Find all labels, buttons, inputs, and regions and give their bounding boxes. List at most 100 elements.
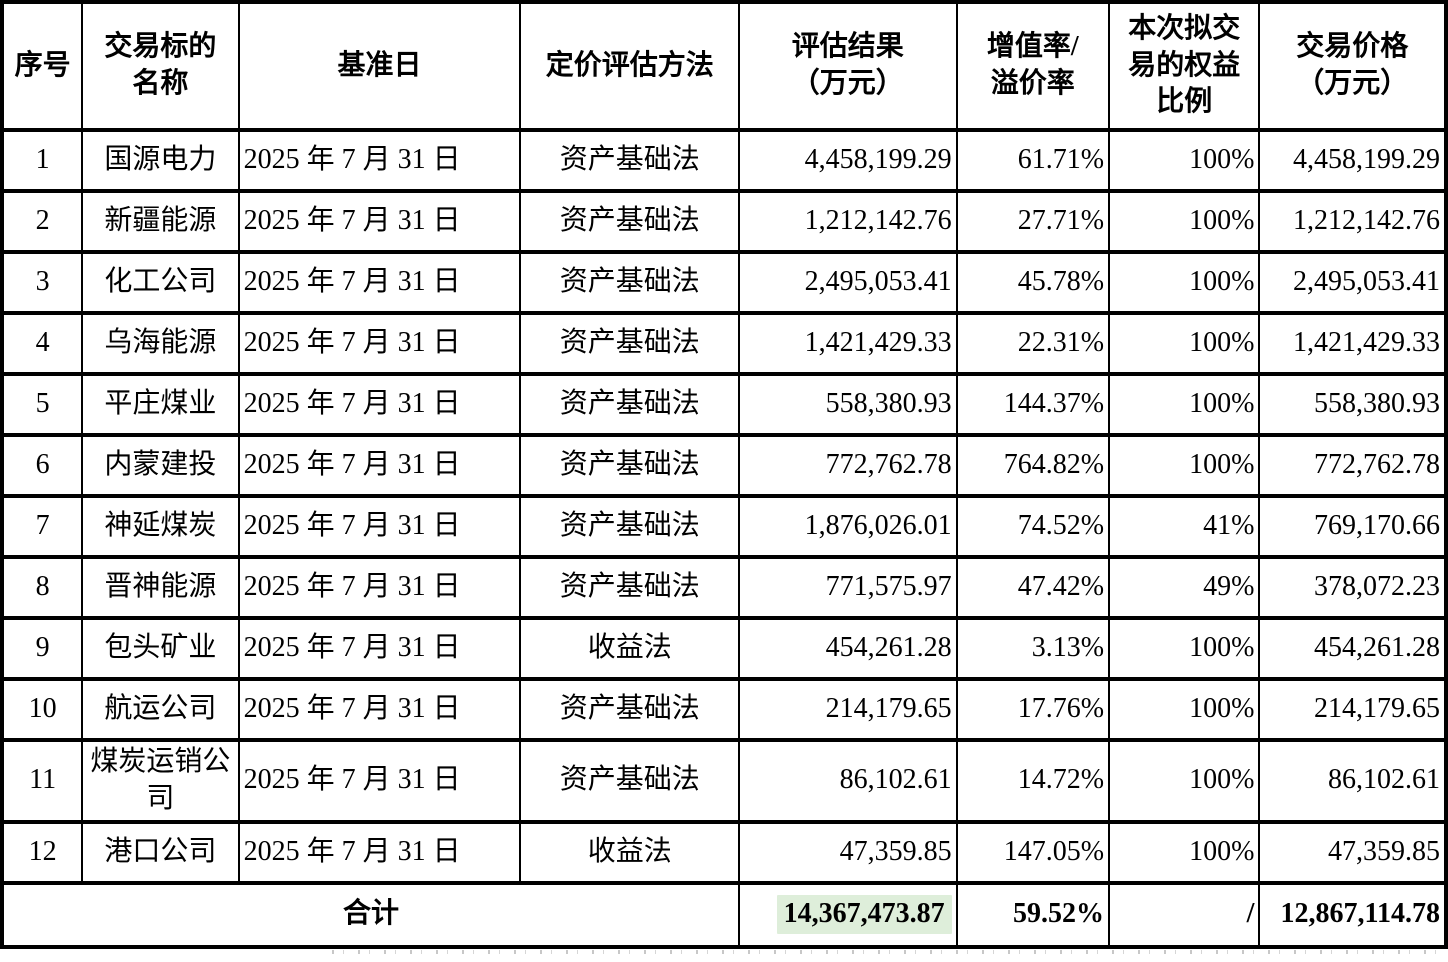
- col-header-target-name: 交易标的 名称: [81, 1, 240, 131]
- target-name-cell: 包头矿业: [81, 617, 240, 680]
- col-header-result: 评估结果 （万元）: [738, 1, 958, 131]
- price-cell: 772,762.78: [1258, 434, 1447, 497]
- price-cell: 769,170.66: [1258, 495, 1447, 558]
- target-name-cell: 航运公司: [81, 678, 240, 741]
- method-cell: 资产基础法: [519, 251, 740, 314]
- equity-cell: 41%: [1108, 495, 1261, 558]
- target-name-cell: 晋神能源: [81, 556, 240, 619]
- row-index-cell: 11: [0, 739, 84, 823]
- col-header-rate: 增值率/ 溢价率: [955, 1, 1111, 131]
- method-cell: 资产基础法: [519, 495, 740, 558]
- price-cell: 1,421,429.33: [1258, 312, 1447, 375]
- col-header-equity-ratio: 本次拟交 易的权益 比例: [1108, 1, 1261, 131]
- equity-cell: 100%: [1108, 434, 1261, 497]
- price-cell: 454,261.28: [1258, 617, 1447, 680]
- result-cell: 1,876,026.01: [738, 495, 958, 558]
- base-date-cell: 2025 年 7 月 31 日: [237, 678, 522, 741]
- table-row: 5 平庄煤业 2025 年 7 月 31 日 资产基础法 558,380.93 …: [0, 373, 1447, 436]
- row-index-cell: 4: [0, 312, 84, 375]
- target-name-cell: 神延煤炭: [81, 495, 240, 558]
- row-index-cell: 7: [0, 495, 84, 558]
- rate-cell: 14.72%: [955, 739, 1111, 823]
- equity-cell: 100%: [1108, 373, 1261, 436]
- target-name-cell: 乌海能源: [81, 312, 240, 375]
- method-cell: 资产基础法: [519, 373, 740, 436]
- row-index-cell: 2: [0, 190, 84, 253]
- rate-cell: 61.71%: [955, 129, 1111, 192]
- result-cell: 4,458,199.29: [738, 129, 958, 192]
- total-price-cell: 12,867,114.78: [1258, 881, 1447, 948]
- rate-cell: 22.31%: [955, 312, 1111, 375]
- equity-cell: 100%: [1108, 739, 1261, 823]
- row-index-cell: 10: [0, 678, 84, 741]
- base-date-cell: 2025 年 7 月 31 日: [237, 251, 522, 314]
- total-result-cell: 14,367,473.87: [738, 881, 958, 948]
- row-index-cell: 3: [0, 251, 84, 314]
- price-cell: 4,458,199.29: [1258, 129, 1447, 192]
- target-name-cell: 新疆能源: [81, 190, 240, 253]
- base-date-cell: 2025 年 7 月 31 日: [237, 556, 522, 619]
- target-name-cell: 平庄煤业: [81, 373, 240, 436]
- rate-cell: 147.05%: [955, 820, 1111, 884]
- row-index-cell: 8: [0, 556, 84, 619]
- price-cell: 47,359.85: [1258, 820, 1447, 884]
- rate-cell: 764.82%: [955, 434, 1111, 497]
- target-name-cell: 港口公司: [81, 820, 240, 884]
- table-header-row: 序号 交易标的 名称 基准日 定价评估方法 评估结果 （万元） 增值率/ 溢价率…: [0, 1, 1447, 131]
- price-cell: 214,179.65: [1258, 678, 1447, 741]
- base-date-cell: 2025 年 7 月 31 日: [237, 373, 522, 436]
- table-row: 4 乌海能源 2025 年 7 月 31 日 资产基础法 1,421,429.3…: [0, 312, 1447, 375]
- rate-cell: 74.52%: [955, 495, 1111, 558]
- method-cell: 资产基础法: [519, 739, 740, 823]
- target-name-cell: 化工公司: [81, 251, 240, 314]
- rate-cell: 47.42%: [955, 556, 1111, 619]
- result-cell: 47,359.85: [738, 820, 958, 884]
- col-header-price: 交易价格 （万元）: [1258, 1, 1447, 131]
- price-cell: 558,380.93: [1258, 373, 1447, 436]
- base-date-cell: 2025 年 7 月 31 日: [237, 434, 522, 497]
- price-cell: 86,102.61: [1258, 739, 1447, 823]
- table-row: 10 航运公司 2025 年 7 月 31 日 资产基础法 214,179.65…: [0, 678, 1447, 741]
- table-row: 8 晋神能源 2025 年 7 月 31 日 资产基础法 771,575.97 …: [0, 556, 1447, 619]
- price-cell: 378,072.23: [1258, 556, 1447, 619]
- base-date-cell: 2025 年 7 月 31 日: [237, 820, 522, 884]
- target-name-cell: 煤炭运销公司: [81, 739, 240, 823]
- equity-cell: 100%: [1108, 820, 1261, 884]
- method-cell: 资产基础法: [519, 678, 740, 741]
- method-cell: 资产基础法: [519, 129, 740, 192]
- total-label-cell: 合计: [1, 881, 740, 948]
- target-name-cell: 内蒙建投: [81, 434, 240, 497]
- rate-cell: 17.76%: [955, 678, 1111, 741]
- row-index-cell: 6: [0, 434, 84, 497]
- result-cell: 771,575.97: [738, 556, 958, 619]
- rate-cell: 144.37%: [955, 373, 1111, 436]
- total-result-highlight: 14,367,473.87: [776, 895, 952, 935]
- clipped-text-line: [332, 949, 1444, 954]
- table-row: 9 包头矿业 2025 年 7 月 31 日 收益法 454,261.28 3.…: [0, 617, 1447, 680]
- equity-cell: 100%: [1108, 617, 1261, 680]
- rate-cell: 45.78%: [955, 251, 1111, 314]
- equity-cell: 49%: [1108, 556, 1261, 619]
- method-cell: 资产基础法: [519, 190, 740, 253]
- price-cell: 1,212,142.76: [1258, 190, 1447, 253]
- equity-cell: 100%: [1108, 312, 1261, 375]
- table-row: 12 港口公司 2025 年 7 月 31 日 收益法 47,359.85 14…: [0, 820, 1447, 884]
- base-date-cell: 2025 年 7 月 31 日: [237, 495, 522, 558]
- col-header-method: 定价评估方法: [519, 1, 740, 131]
- method-cell: 资产基础法: [519, 556, 740, 619]
- result-cell: 558,380.93: [738, 373, 958, 436]
- result-cell: 1,421,429.33: [738, 312, 958, 375]
- table-row: 1 国源电力 2025 年 7 月 31 日 资产基础法 4,458,199.2…: [0, 129, 1447, 192]
- row-index-cell: 12: [0, 820, 84, 884]
- method-cell: 资产基础法: [519, 312, 740, 375]
- result-cell: 2,495,053.41: [738, 251, 958, 314]
- result-cell: 86,102.61: [738, 739, 958, 823]
- base-date-cell: 2025 年 7 月 31 日: [237, 190, 522, 253]
- method-cell: 收益法: [519, 820, 740, 884]
- total-equity-cell: /: [1108, 881, 1261, 948]
- base-date-cell: 2025 年 7 月 31 日: [237, 617, 522, 680]
- result-cell: 214,179.65: [738, 678, 958, 741]
- row-index-cell: 1: [0, 129, 84, 192]
- result-cell: 1,212,142.76: [738, 190, 958, 253]
